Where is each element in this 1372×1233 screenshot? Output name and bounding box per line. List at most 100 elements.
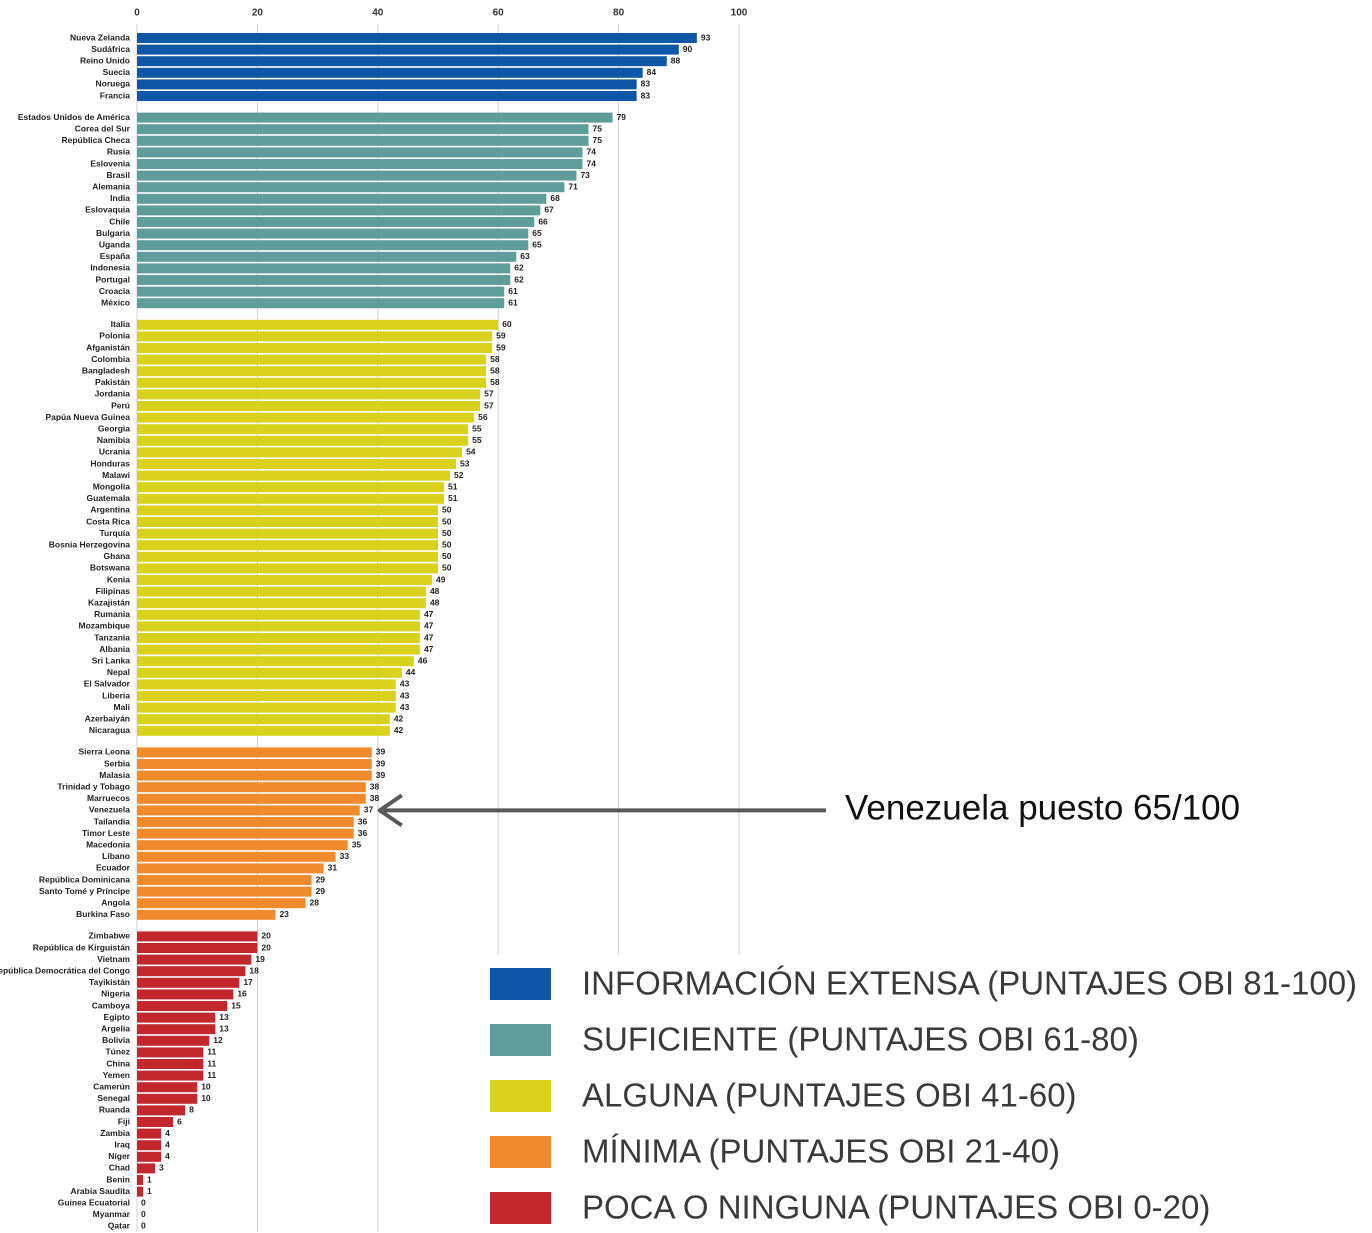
category-label: Jordania [95,389,131,399]
value-label: 75 [593,123,603,133]
category-label: Ghana [104,551,131,561]
category-label: Sri Lanka [92,655,131,665]
value-label: 39 [376,770,386,780]
category-label: Ruanda [99,1105,130,1115]
category-label: Arabia Saudita [70,1186,130,1196]
bar [137,1070,204,1081]
bar [137,598,426,609]
bar [137,563,438,574]
bar [137,551,438,562]
category-label: Georgia [98,423,130,433]
bar [137,656,414,667]
value-label: 42 [394,725,404,735]
value-label: 35 [352,839,362,849]
bar [137,263,511,274]
legend-label: POCA O NINGUNA (PUNTAJES OBI 0-20) [582,1189,1210,1226]
category-label: República de Kirguistán [33,942,130,952]
category-label: Estados Unidos de América [18,112,130,122]
legend-swatch [490,1192,551,1224]
bar [137,943,258,953]
value-label: 93 [701,32,711,42]
bar [137,517,438,527]
bar [137,691,396,701]
value-label: 4 [165,1151,170,1161]
bar [137,459,457,469]
bar [137,298,505,309]
category-label: Polonia [99,331,130,341]
value-label: 42 [394,713,404,723]
bar [137,286,505,297]
x-tick-label: 0 [134,8,140,19]
value-label: 73 [580,170,590,180]
category-label: República Democrática del Congo [0,965,130,975]
value-label: 18 [249,965,259,975]
value-label: 71 [568,181,578,191]
category-label: Iraq [114,1139,130,1149]
bar [137,205,541,216]
bar [137,817,354,827]
category-label: Angola [101,897,130,907]
bar [137,228,529,239]
bar [137,33,697,43]
value-label: 4 [165,1139,170,1149]
category-label: Benin [106,1174,130,1184]
category-label: Marruecos [87,793,130,803]
value-label: 44 [406,667,416,677]
bar [137,954,252,965]
category-label: Bosnia Herzegovina [49,539,131,549]
category-label: Sudáfrica [91,44,130,54]
category-label: Noruega [96,79,131,89]
value-label: 58 [490,377,500,387]
value-label: 48 [430,586,440,596]
value-label: 15 [231,1000,241,1010]
bar [137,1140,162,1151]
category-label: Honduras [90,458,130,468]
value-label: 1 [147,1174,152,1184]
category-label: Namibia [97,435,130,445]
annotation: Venezuela puesto 65/100 [845,789,1240,828]
value-label: 74 [586,158,596,168]
value-label: 65 [532,228,542,238]
bar [137,770,372,781]
bar [137,319,499,330]
bar [137,702,396,713]
value-label: 61 [508,286,518,296]
bar [137,240,529,251]
bar [137,1117,174,1127]
bar [137,1093,198,1104]
value-label: 1 [147,1186,152,1196]
category-label: Nicaragua [89,725,130,735]
bar [137,540,438,551]
category-label: Túnez [105,1047,130,1057]
bar [137,147,583,158]
value-label: 62 [514,263,524,273]
value-label: 67 [544,205,554,215]
category-label: Burkina Faso [76,909,130,919]
category-label: España [100,251,131,261]
category-label: Portugal [96,274,130,284]
bar [137,793,366,804]
bar [137,401,481,411]
category-label: Brasil [106,170,130,180]
category-label: Fiji [118,1116,130,1126]
bar [137,575,432,585]
value-label: 47 [424,621,434,631]
category-label: Indonesia [90,263,130,273]
value-label: 47 [424,632,434,642]
value-label: 38 [370,793,380,803]
category-label: Guinea Ecuatorial [58,1197,130,1207]
value-label: 55 [472,435,482,445]
value-label: 56 [478,412,488,422]
bar [137,493,445,504]
bar [137,482,445,493]
category-label: Myanmar [93,1209,131,1219]
category-label: República Checa [62,135,131,145]
category-label: Camerún [93,1081,130,1091]
bar [137,447,463,458]
value-label: 46 [418,655,428,665]
bar [137,67,643,78]
value-label: 75 [593,135,603,145]
category-label: Serbia [104,758,130,768]
bar [137,424,469,435]
bar [137,44,679,55]
